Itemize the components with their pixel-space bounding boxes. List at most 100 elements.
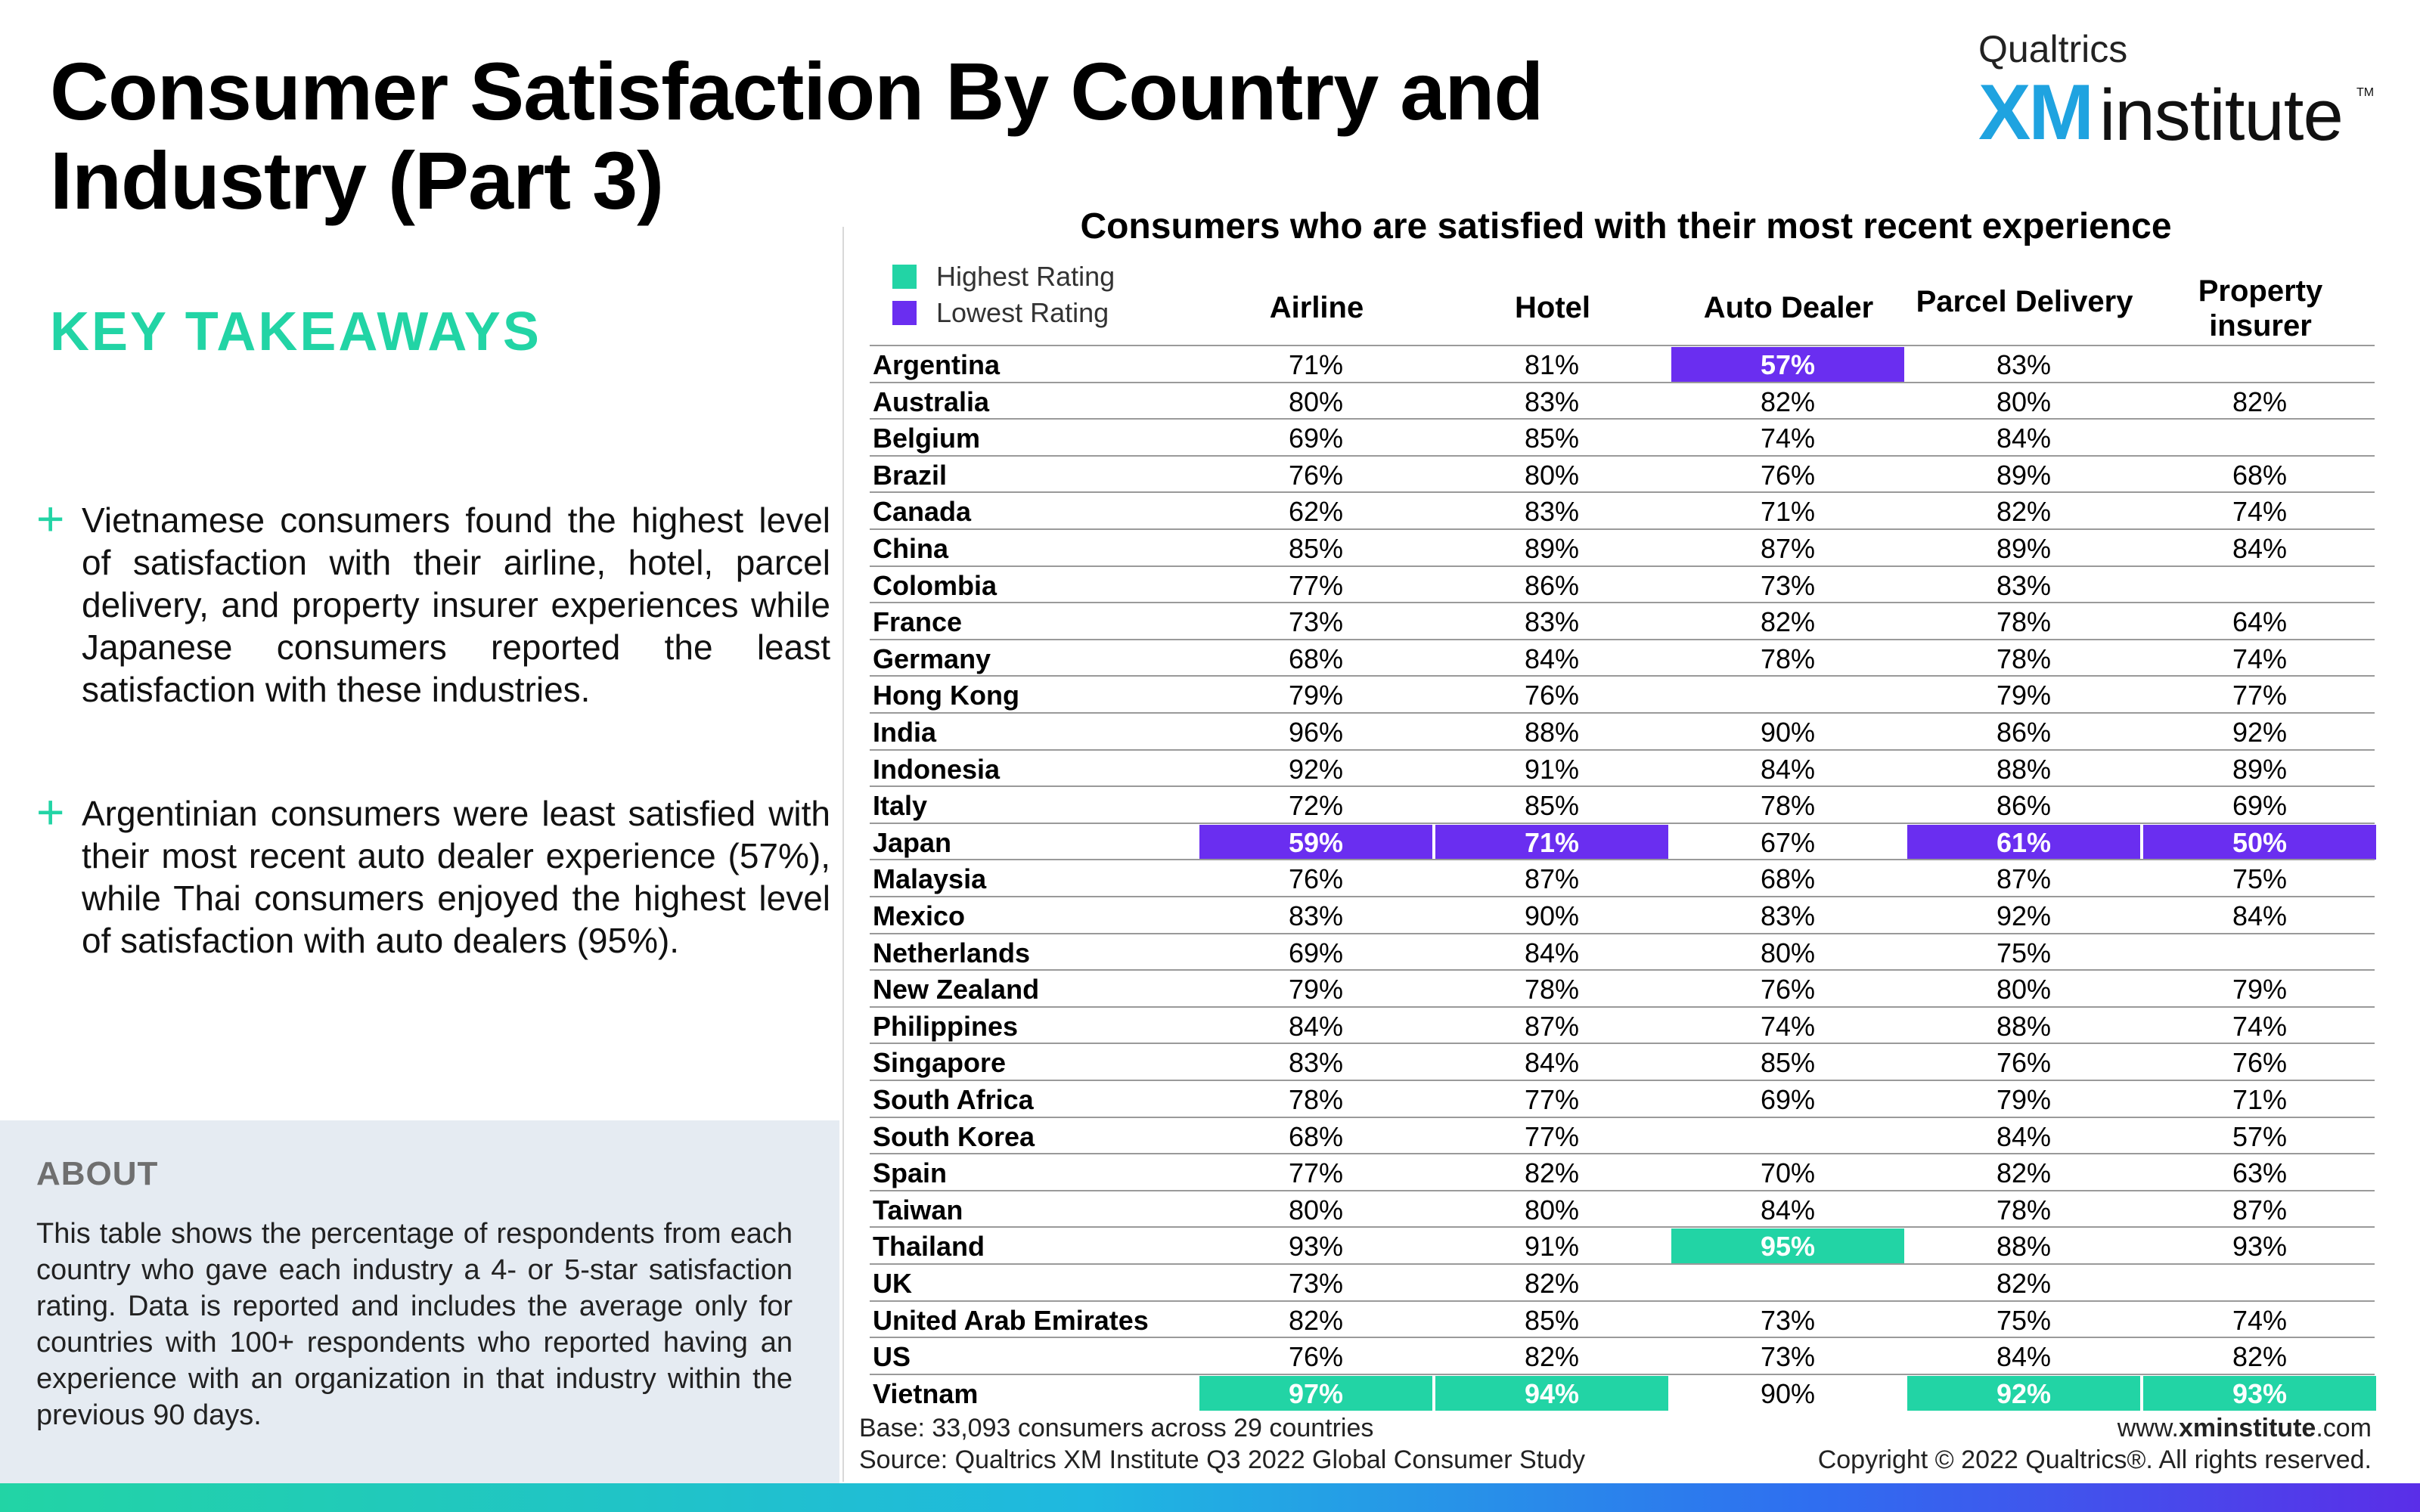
table-cell: 77%: [1524, 1084, 1580, 1115]
table-cell: 79%: [1996, 1084, 2052, 1115]
table-cell: 84%: [1288, 1010, 1344, 1042]
table-cell: 82%: [1760, 606, 1816, 638]
row-country-label: Taiwan: [873, 1194, 963, 1225]
table-cell: 89%: [1996, 459, 2052, 491]
gradient-bar: [0, 1483, 2420, 1512]
table-cell: 73%: [1288, 1268, 1344, 1299]
table-cell: 64%: [2232, 606, 2288, 638]
table-cell: 78%: [1288, 1084, 1344, 1115]
table-cell: 84%: [1996, 1341, 2052, 1373]
table-row: Japan 59% 71% 67% 61% 50%: [870, 822, 2376, 860]
table-cell: 85%: [1288, 533, 1344, 564]
table-row: France 73% 83% 82% 78% 64%: [870, 602, 2375, 639]
logo-qualtrics-text: Qualtrics: [1978, 28, 2128, 70]
table-row: Indonesia 92% 91% 84% 88% 89%: [870, 748, 2375, 786]
table-cell: 80%: [1996, 386, 2052, 417]
table-cell: 73%: [1760, 1341, 1816, 1373]
table-cell: 76%: [1524, 680, 1580, 711]
table-cell: 73%: [1760, 1304, 1816, 1336]
table-cell: 97%: [1199, 1375, 1432, 1411]
row-country-label: United Arab Emirates: [873, 1304, 1149, 1336]
page-title: Consumer Satisfaction By Country and Ind…: [50, 45, 1544, 226]
table-row: Italy 72% 85% 78% 86% 69%: [870, 785, 2375, 823]
table-row: Taiwan 80% 80% 84% 78% 87%: [870, 1189, 2375, 1227]
base-note: Base: 33,093 consumers across 29 countri…: [859, 1414, 1374, 1442]
table-row: Hong Kong 79% 76% 79% 77%: [870, 675, 2375, 712]
table-row: South Korea 68% 77% 84% 57%: [870, 1116, 2375, 1154]
plus-icon: +: [36, 785, 65, 839]
table-cell: 92%: [1288, 753, 1344, 785]
table-row: Australia 80% 83% 82% 80% 82%: [870, 381, 2375, 419]
table-cell: 84%: [1996, 423, 2052, 454]
table-cell: 91%: [1524, 1231, 1580, 1263]
table-cell: 83%: [1524, 496, 1580, 528]
table-cell: [2143, 935, 2376, 970]
row-country-label: Singapore: [873, 1047, 1007, 1079]
row-country-label: Germany: [873, 643, 991, 674]
table-cell: 89%: [2232, 753, 2288, 785]
table-cell: 70%: [1760, 1157, 1816, 1189]
row-country-label: Netherlands: [873, 937, 1031, 968]
table-cell: [1671, 1119, 1904, 1154]
row-country-label: Mexico: [873, 900, 966, 931]
row-country-label: Belgium: [873, 423, 981, 454]
table-cell: 71%: [1435, 824, 1668, 860]
table-cell: 57%: [2232, 1120, 2288, 1152]
table-cell: 71%: [1288, 349, 1344, 380]
table-cell: 83%: [1288, 1047, 1344, 1079]
table-cell: 86%: [1996, 717, 2052, 748]
table-cell: 78%: [1996, 643, 2052, 674]
legend-highest: Highest Rating: [892, 261, 1115, 292]
table-cell: 82%: [1524, 1268, 1580, 1299]
row-country-label: Colombia: [873, 569, 997, 601]
table-cell: 94%: [1435, 1375, 1668, 1411]
copyright-text: Copyright © 2022 Qualtrics®. All rights …: [1817, 1445, 2372, 1474]
table-cell: 69%: [2232, 790, 2288, 822]
table-cell: 84%: [1760, 753, 1816, 785]
table-cell: 82%: [1996, 1268, 2052, 1299]
row-country-label: South Korea: [873, 1120, 1035, 1152]
legend-swatch-highest: [892, 265, 917, 289]
table-cell: 69%: [1288, 937, 1344, 968]
table-cell: 80%: [1760, 937, 1816, 968]
table-cell: 93%: [1288, 1231, 1344, 1263]
table-cell: 82%: [1524, 1157, 1580, 1189]
table-cell: [2143, 568, 2376, 603]
about-text: This table shows the percentage of respo…: [36, 1218, 793, 1431]
table-cell: 71%: [1760, 496, 1816, 528]
row-country-label: Canada: [873, 496, 972, 528]
row-country-label: Malaysia: [873, 863, 987, 895]
table-row: New Zealand 79% 78% 76% 80% 79%: [870, 969, 2375, 1006]
legend-label-highest: Highest Rating: [936, 261, 1115, 292]
row-country-label: Hong Kong: [873, 680, 1019, 711]
table-cell: 85%: [1760, 1047, 1816, 1079]
table-cell: 88%: [1996, 1010, 2052, 1042]
row-country-label: US: [873, 1341, 911, 1373]
legend-label-lowest: Lowest Rating: [936, 297, 1109, 328]
table-cell: 68%: [1288, 643, 1344, 674]
website-link[interactable]: www.xminstitute.com: [2118, 1412, 2372, 1444]
table-cell: 89%: [1524, 533, 1580, 564]
table-cell: 87%: [1760, 533, 1816, 564]
about-panel: [0, 1120, 839, 1483]
table-cell: 86%: [1996, 790, 2052, 822]
table-cell: 74%: [2232, 643, 2288, 674]
table-cell: 75%: [1996, 1304, 2052, 1336]
table-cell: 84%: [1524, 937, 1580, 968]
table-cell: 80%: [1524, 1194, 1580, 1225]
table-cell: 76%: [1288, 1341, 1344, 1373]
table-cell: 76%: [1288, 863, 1344, 895]
table-cell: 83%: [1288, 900, 1344, 931]
about-heading: ABOUT: [36, 1155, 159, 1192]
table-cell: 79%: [1288, 680, 1344, 711]
column-header-property-insurer: Property insurer: [2198, 274, 2323, 342]
table-cell: 88%: [1996, 1231, 2052, 1263]
table-cell: 79%: [1996, 680, 2052, 711]
table-cell: 68%: [1288, 1120, 1344, 1152]
table-cell: 61%: [1907, 824, 2140, 860]
row-country-label: Vietnam: [873, 1377, 979, 1409]
table-row: United Arab Emirates 82% 85% 73% 75% 74%: [870, 1300, 2375, 1337]
table-cell: 87%: [2232, 1194, 2288, 1225]
column-header-airline: Airline: [1269, 291, 1364, 324]
table-cell: 76%: [1996, 1047, 2052, 1079]
